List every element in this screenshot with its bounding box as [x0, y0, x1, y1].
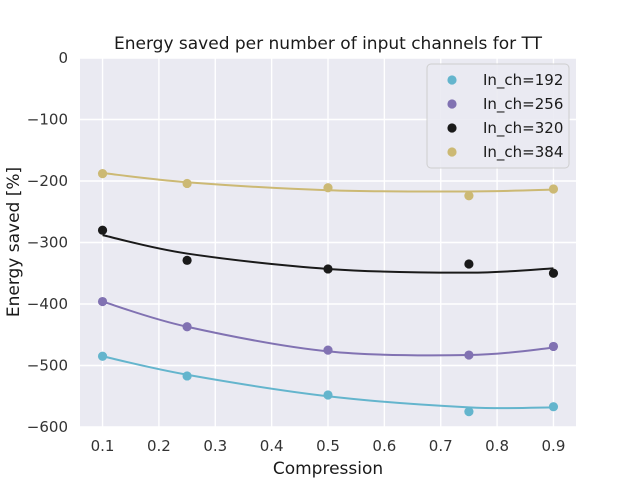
- x-tick-label: 0.4: [260, 437, 284, 455]
- legend-marker: [447, 99, 457, 109]
- data-point-series-1: [182, 322, 192, 332]
- data-point-series-1: [97, 296, 108, 307]
- data-point-series-3: [323, 183, 333, 193]
- y-tick-label: −200: [27, 172, 68, 190]
- x-tick-label: 0.8: [485, 437, 509, 455]
- data-point-series-2: [548, 268, 559, 278]
- x-axis-title: Compression: [273, 459, 383, 479]
- data-point-series-1: [323, 345, 333, 355]
- legend: In_ch=192 In_ch=256 In_ch=320 In_ch=384: [426, 63, 570, 169]
- x-tick-label: 0.3: [203, 437, 227, 455]
- legend-label: In_ch=384: [483, 143, 563, 162]
- data-point-series-2: [464, 259, 474, 269]
- x-tick-label: 0.1: [91, 437, 115, 455]
- data-point-series-0: [182, 371, 192, 381]
- data-points: [97, 169, 559, 417]
- x-tick-labels: 0.1 0.2 0.3 0.4 0.5 0.6 0.7 0.8 0.9: [91, 437, 566, 455]
- data-point-series-0: [97, 351, 108, 361]
- legend-label: In_ch=320: [483, 119, 563, 138]
- data-point-series-3: [182, 178, 192, 189]
- y-tick-labels: 0 −100 −200 −300 −400 −500 −600: [27, 49, 68, 436]
- y-tick-label: 0: [58, 49, 68, 67]
- x-tick-label: 0.6: [372, 437, 396, 455]
- data-point-series-2: [97, 225, 108, 235]
- y-tick-label: −400: [27, 295, 68, 313]
- data-point-series-3: [548, 184, 559, 194]
- data-point-series-1: [548, 341, 559, 352]
- y-tick-label: −500: [27, 357, 68, 375]
- legend-label: In_ch=192: [483, 71, 563, 90]
- legend-box: [426, 63, 570, 169]
- x-tick-label: 0.7: [429, 437, 453, 455]
- y-tick-label: −100: [27, 111, 68, 129]
- x-tick-label: 0.5: [316, 437, 340, 455]
- legend-label: In_ch=256: [483, 95, 563, 114]
- legend-marker: [447, 123, 457, 133]
- y-axis-title: Energy saved [%]: [4, 167, 24, 317]
- data-point-series-2: [182, 255, 192, 265]
- data-point-series-2: [323, 264, 333, 274]
- data-point-series-0: [464, 407, 474, 417]
- data-point-series-0: [323, 390, 333, 400]
- legend-marker: [447, 147, 457, 157]
- legend-marker: [447, 75, 457, 85]
- y-tick-label: −300: [27, 234, 68, 252]
- y-tick-label: −600: [27, 418, 68, 436]
- data-point-series-0: [548, 402, 559, 412]
- data-point-series-1: [464, 350, 474, 360]
- x-tick-label: 0.2: [147, 437, 171, 455]
- chart-title: Energy saved per number of input channel…: [114, 34, 543, 54]
- data-point-series-3: [464, 191, 474, 201]
- x-tick-label: 0.9: [542, 437, 566, 455]
- data-point-series-3: [97, 169, 108, 179]
